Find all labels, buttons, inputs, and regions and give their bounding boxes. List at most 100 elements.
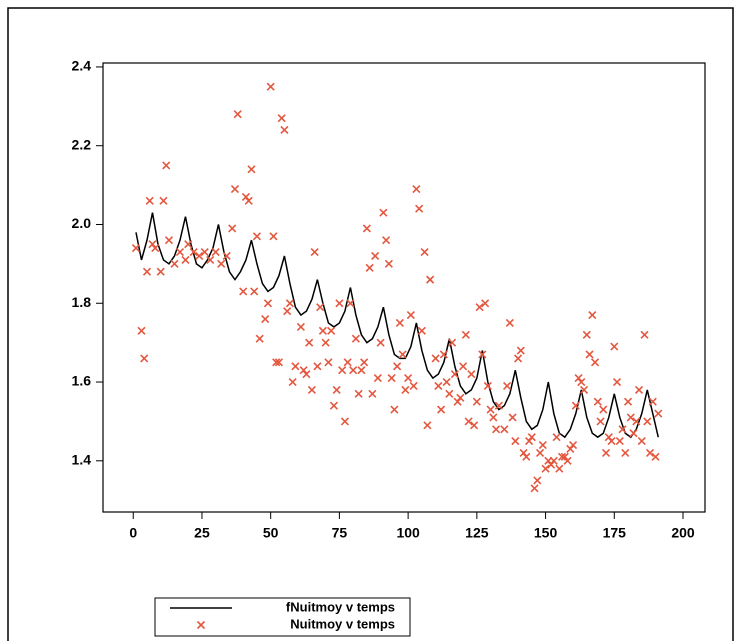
legend-swatch <box>196 620 206 630</box>
marker-stroke <box>492 425 501 434</box>
x-tick-label: 75 <box>332 525 348 541</box>
marker-stroke <box>442 377 451 387</box>
marker-stroke <box>514 354 523 363</box>
marker-stroke <box>632 417 641 426</box>
marker-stroke <box>305 338 314 347</box>
marker-stroke <box>459 362 468 371</box>
marker-stroke <box>623 397 633 406</box>
scatter-point <box>382 236 391 245</box>
scatter-point <box>365 263 374 272</box>
scatter-point <box>483 381 492 391</box>
scatter-point <box>305 338 314 347</box>
scatter-point <box>530 484 539 493</box>
scatter-point <box>599 405 608 414</box>
marker-stroke <box>607 437 616 446</box>
marker-stroke <box>417 326 426 335</box>
marker-stroke <box>434 381 443 391</box>
scatter-point <box>395 318 404 328</box>
scatter-point <box>640 330 649 339</box>
scatter-point <box>354 389 363 398</box>
marker-stroke <box>560 452 569 461</box>
scatter-point <box>549 456 558 465</box>
marker-stroke <box>621 448 630 457</box>
marker-stroke <box>571 401 580 410</box>
marker-stroke <box>291 362 300 371</box>
x-tick-label: 125 <box>465 525 489 541</box>
scatter-point <box>137 326 146 335</box>
marker-stroke <box>230 184 240 194</box>
scatter-point <box>615 437 624 446</box>
marker-stroke <box>464 417 473 426</box>
scatter-point <box>316 303 325 312</box>
marker-stroke <box>327 326 336 335</box>
marker-stroke <box>211 247 220 257</box>
scatter-point <box>626 413 635 422</box>
scatter-point <box>162 161 171 170</box>
scatter-point <box>362 224 371 233</box>
scatter-point <box>456 393 465 402</box>
scatter-point <box>585 350 594 359</box>
scatter-point <box>217 259 226 268</box>
scatter-point <box>332 385 341 394</box>
scatter-point <box>230 184 240 194</box>
scatter-point <box>373 374 382 383</box>
scatter-point <box>159 196 168 205</box>
scatter-point <box>538 440 547 450</box>
scatter-point <box>371 251 380 261</box>
marker-stroke <box>640 330 649 339</box>
scatter-point <box>272 358 281 367</box>
marker-stroke <box>494 401 503 410</box>
marker-stroke <box>426 275 435 284</box>
marker-stroke <box>368 389 377 398</box>
marker-stroke <box>255 334 264 343</box>
marker-stroke <box>379 208 388 217</box>
scatter-point <box>398 350 407 359</box>
scatter-point <box>637 437 646 446</box>
scatter-point <box>459 362 468 371</box>
marker-stroke <box>574 374 583 383</box>
scatter-point <box>401 385 410 394</box>
marker-stroke <box>233 110 242 119</box>
marker-stroke <box>269 232 278 241</box>
marker-stroke <box>590 358 600 367</box>
scatter-point <box>351 334 360 343</box>
marker-stroke <box>252 232 262 241</box>
marker-stroke <box>486 405 495 414</box>
scatter-point <box>415 204 424 213</box>
scatter-point <box>442 377 451 387</box>
scatter-point <box>280 125 289 135</box>
marker-stroke <box>470 421 479 430</box>
marker-stroke <box>384 259 393 268</box>
scatter-point <box>241 192 251 201</box>
marker-stroke <box>338 366 347 375</box>
x-tick-label: 175 <box>603 525 627 541</box>
scatter-point <box>313 362 322 371</box>
scatter-point <box>601 448 611 457</box>
marker-stroke <box>145 196 154 205</box>
scatter-point <box>250 287 259 296</box>
scatter-point <box>629 429 638 438</box>
marker-stroke <box>277 114 286 123</box>
marker-stroke <box>489 413 498 422</box>
scatter-point <box>151 244 160 253</box>
marker-stroke <box>184 240 193 249</box>
marker-stroke <box>159 196 168 205</box>
scatter-point <box>546 460 556 469</box>
scatter-point <box>387 374 396 383</box>
marker-stroke <box>439 350 448 359</box>
marker-stroke <box>503 381 512 391</box>
marker-stroke <box>307 385 316 394</box>
marker-stroke <box>585 350 594 359</box>
marker-stroke <box>244 196 253 205</box>
scatter-point <box>338 366 347 375</box>
marker-stroke <box>398 350 407 359</box>
scatter-point <box>566 444 575 454</box>
scatter-point <box>148 240 157 249</box>
scatter-point <box>233 110 242 119</box>
marker-stroke <box>615 437 624 446</box>
marker-stroke <box>555 464 564 473</box>
scatter-point <box>255 334 264 343</box>
x-tick-label: 200 <box>671 525 695 541</box>
marker-stroke <box>601 448 611 457</box>
marker-stroke <box>612 377 622 387</box>
